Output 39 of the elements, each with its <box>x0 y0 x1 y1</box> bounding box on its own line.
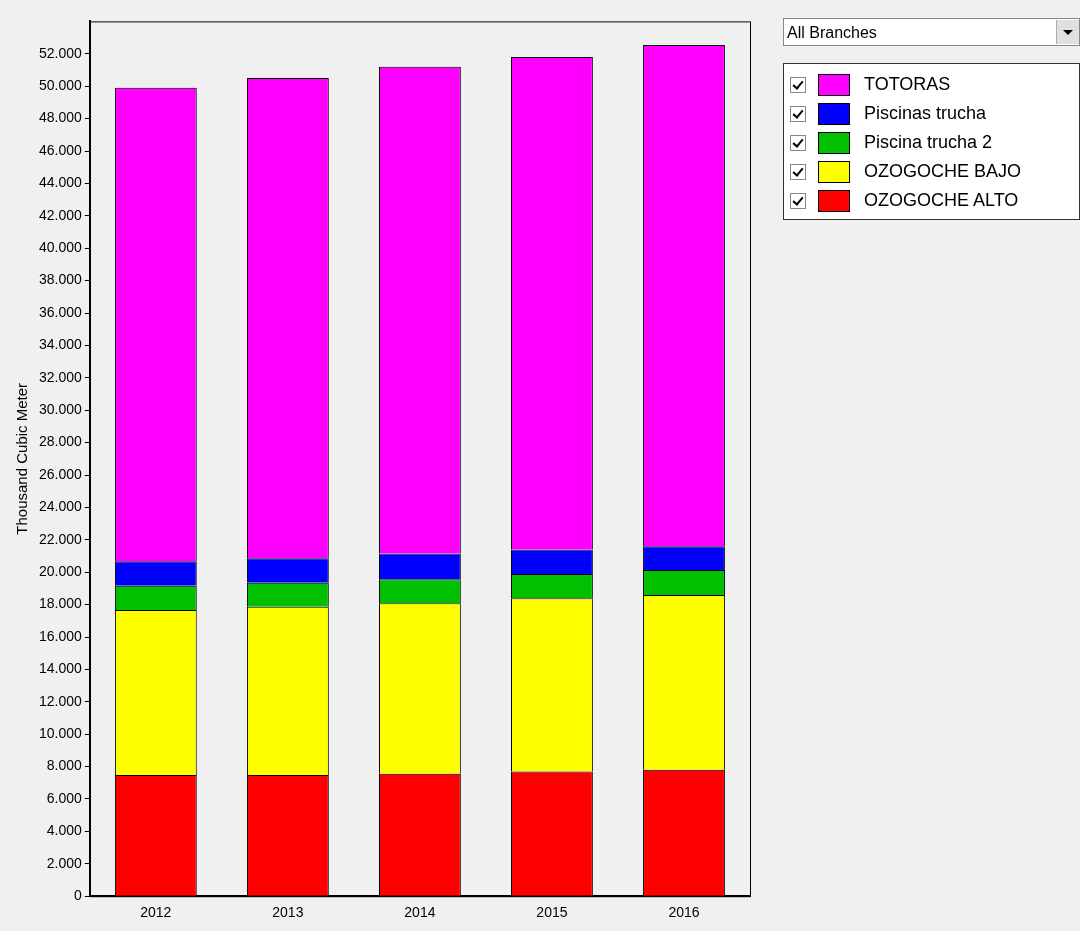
y-tick-label: 44.000 <box>38 174 83 191</box>
y-axis-title: Thousand Cubic Meter <box>13 382 31 535</box>
legend-label: OZOGOCHE BAJO <box>864 161 1022 182</box>
y-tick-label: 26.000 <box>38 465 83 482</box>
legend-label: OZOGOCHE ALTO <box>864 190 1019 211</box>
x-tick-label: 2013 <box>272 904 304 921</box>
y-tick-label: 28.000 <box>38 433 83 450</box>
legend-label: TOTORAS <box>864 74 951 95</box>
y-tick-label: 52.000 <box>38 44 83 61</box>
y-tick-label: 4.000 <box>46 822 83 839</box>
x-tick-label: 2016 <box>668 904 700 921</box>
y-tick-label: 48.000 <box>38 109 83 126</box>
y-tick-label: 0 <box>74 887 83 904</box>
legend-label: Piscina trucha 2 <box>864 132 993 153</box>
x-tick-label: 2015 <box>536 904 568 921</box>
y-tick-label: 32.000 <box>38 368 83 385</box>
y-tick-label: 16.000 <box>38 627 83 644</box>
y-tick-label: 20.000 <box>38 563 83 580</box>
y-tick-label: 50.000 <box>38 77 83 94</box>
y-tick-label: 14.000 <box>38 660 83 677</box>
dropdown-field: All Branches <box>783 18 1080 46</box>
y-tick-label: 22.000 <box>38 530 83 547</box>
y-tick-label: 34.000 <box>38 336 83 353</box>
y-tick-label: 38.000 <box>38 271 83 288</box>
y-tick-label: 10.000 <box>38 725 83 742</box>
x-tick-label: 2014 <box>404 904 436 921</box>
y-tick-label: 42.000 <box>38 206 83 223</box>
y-tick-label: 18.000 <box>38 595 83 612</box>
y-tick-label: 8.000 <box>46 757 83 774</box>
y-tick-label: 46.000 <box>38 141 83 158</box>
y-tick-label: 30.000 <box>38 401 83 418</box>
y-tick-label: 2.000 <box>46 854 83 871</box>
y-tick-label: 36.000 <box>38 303 83 320</box>
y-tick-label: 12.000 <box>38 692 83 709</box>
y-tick-label: 6.000 <box>46 789 83 806</box>
y-tick-label: 24.000 <box>38 498 83 515</box>
x-tick-label: 2012 <box>140 904 172 921</box>
legend-label: Piscinas trucha <box>864 103 987 124</box>
y-tick-label: 40.000 <box>38 239 83 256</box>
